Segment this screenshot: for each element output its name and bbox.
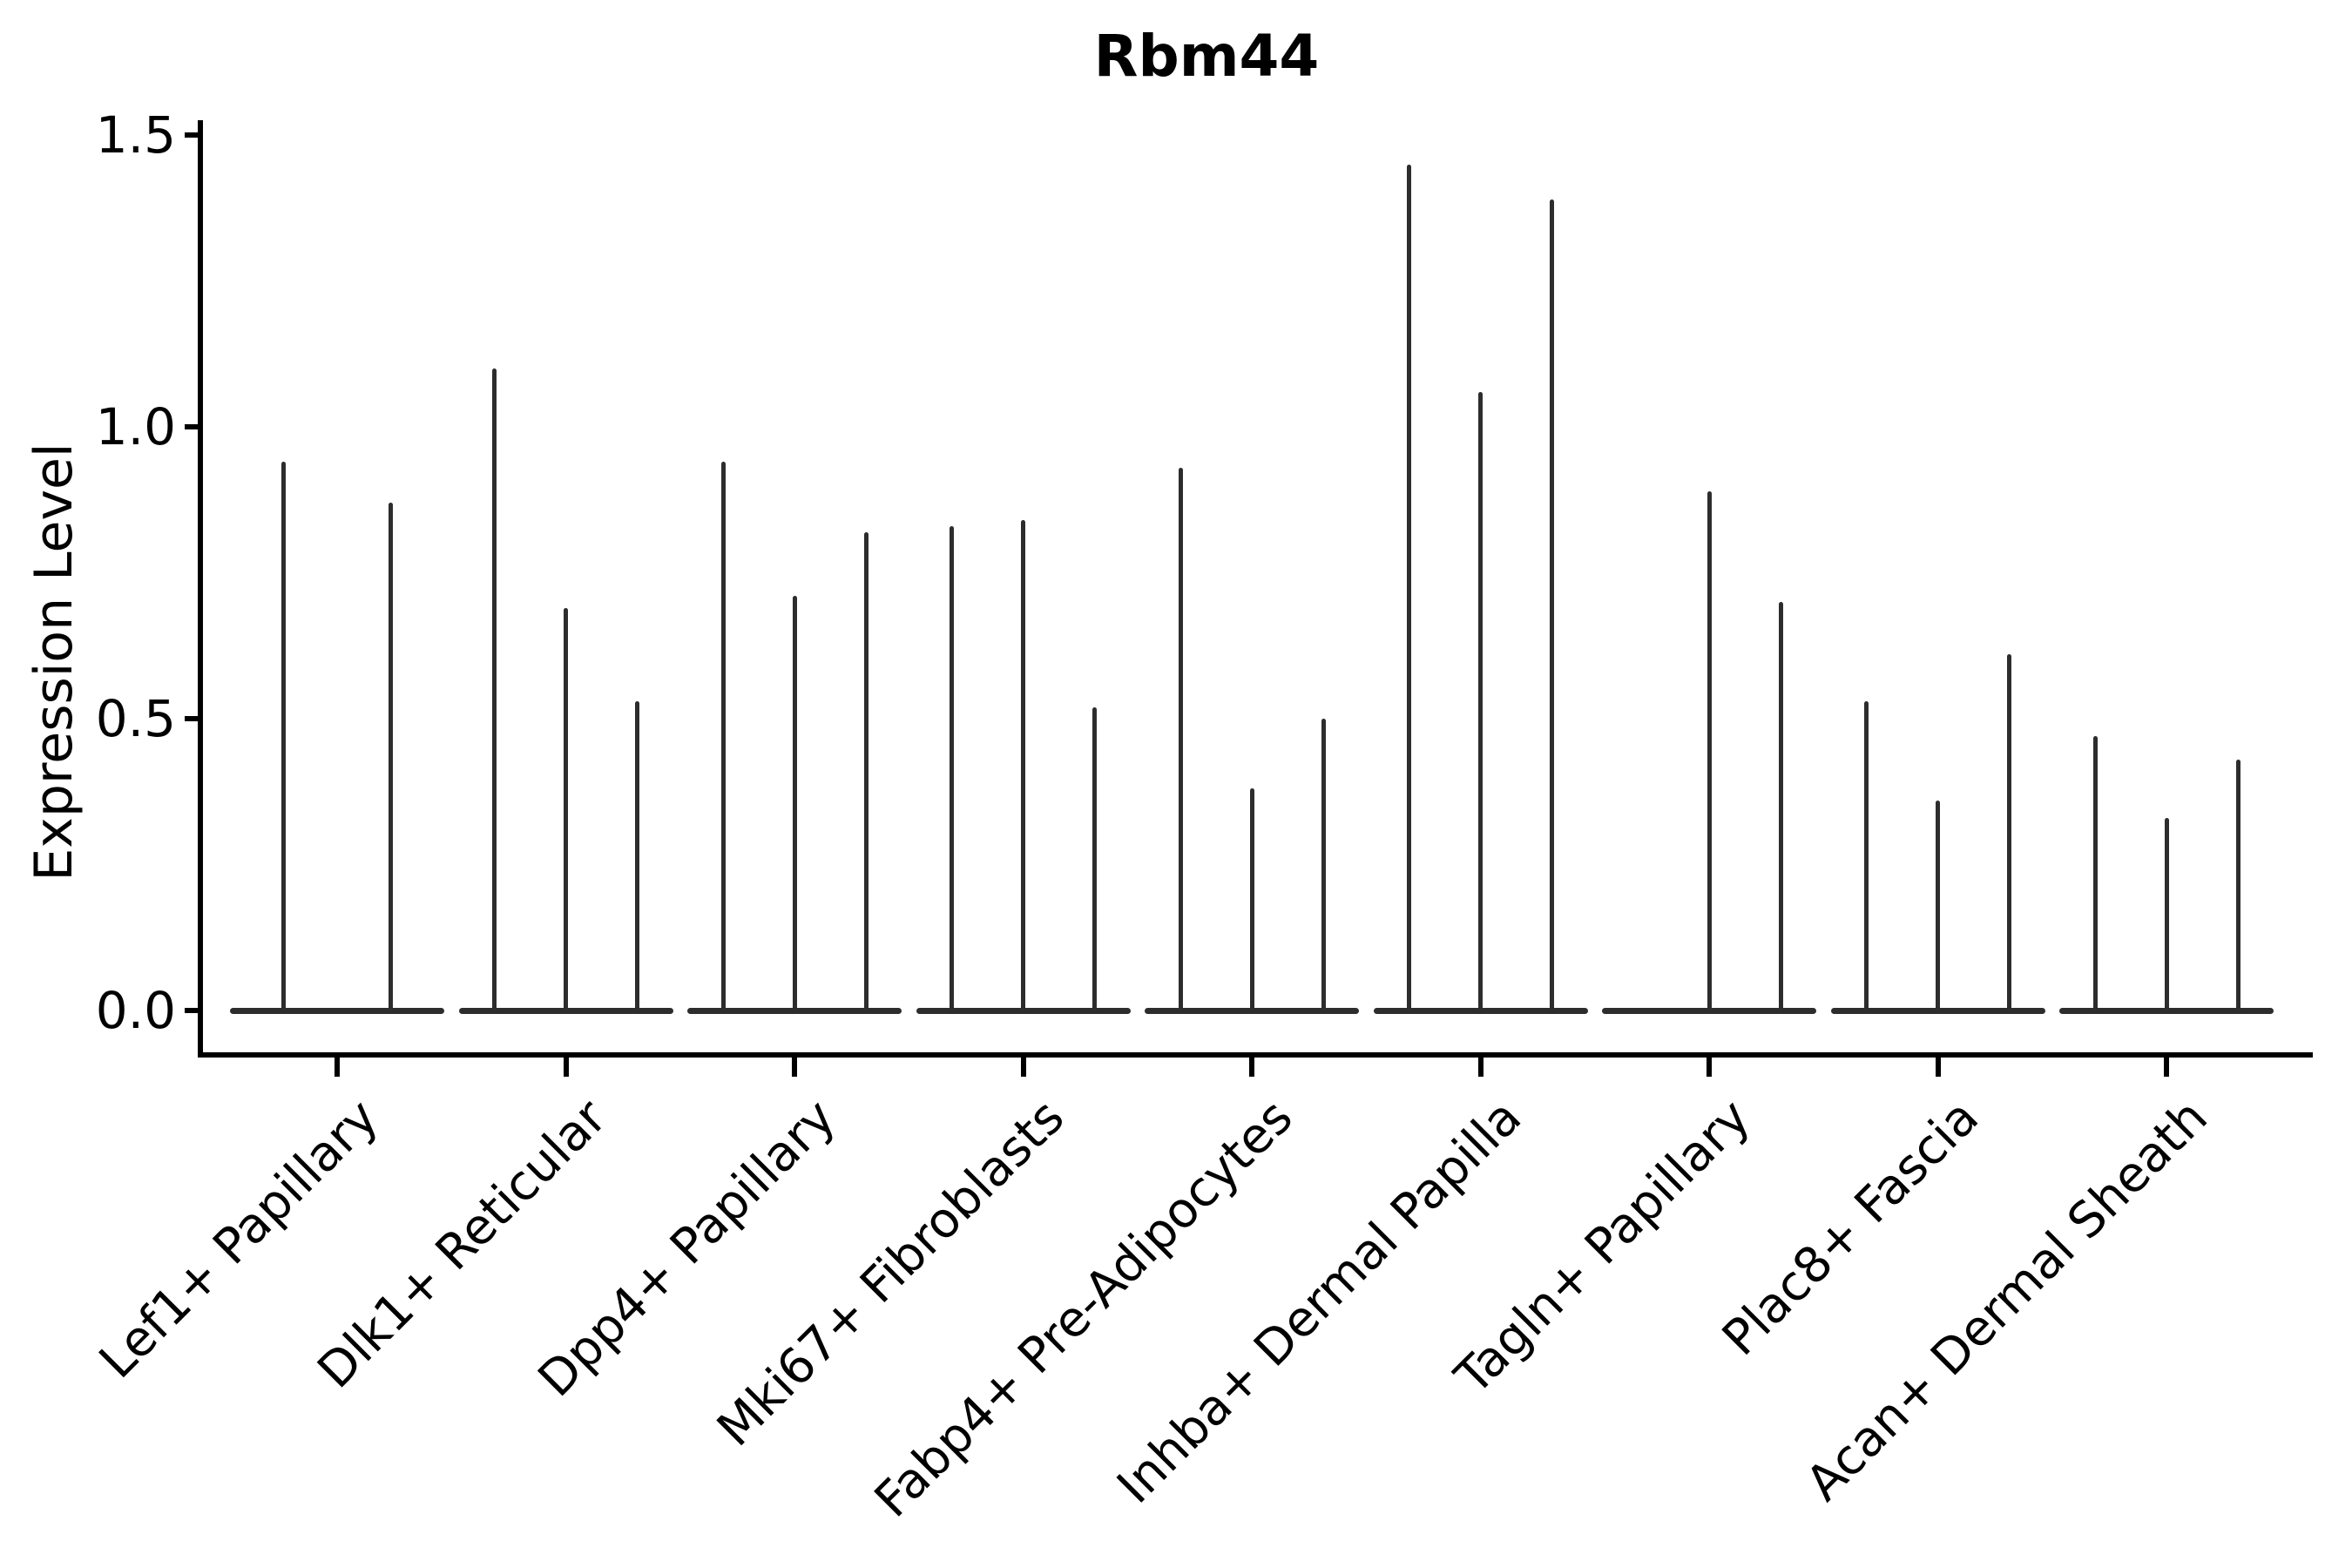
x-tick-mark	[792, 1058, 797, 1077]
violin-spike	[792, 596, 797, 1010]
violin-spike	[1936, 800, 1940, 1010]
x-axis-spine	[198, 1052, 2313, 1058]
x-tick-mark	[1477, 1058, 1484, 1077]
violin-baseline	[458, 1007, 673, 1014]
violin-spike	[2164, 817, 2169, 1010]
violin-baseline	[230, 1007, 444, 1014]
violin-spike	[1092, 706, 1097, 1010]
violin-baseline	[1602, 1007, 1816, 1014]
x-tick-mark	[2164, 1058, 2169, 1077]
violin-spike	[1021, 520, 1025, 1010]
violin-baseline	[1145, 1007, 1359, 1014]
violin-spike	[564, 607, 568, 1010]
violin-spike	[1864, 700, 1869, 1010]
y-tick-mark	[185, 424, 200, 429]
violin-spike	[2092, 736, 2098, 1010]
violin-spike	[281, 462, 286, 1010]
x-tick-label: Acan+ Dermal Sheath	[1795, 1089, 2219, 1512]
violin-spike	[635, 700, 639, 1010]
violin-spike	[1550, 199, 1554, 1010]
violin-spike	[1249, 788, 1254, 1010]
y-axis-spine	[198, 120, 203, 1058]
violin-spike	[1321, 719, 1326, 1010]
violin-spike	[2235, 759, 2240, 1010]
violin-spike	[863, 531, 868, 1010]
violin-spike	[1478, 391, 1483, 1010]
violin-spike	[1178, 467, 1183, 1010]
violin-spike	[1778, 602, 1783, 1010]
x-tick-mark	[1020, 1058, 1026, 1077]
violin-spike	[720, 462, 726, 1010]
violin-spike	[1407, 164, 1411, 1010]
violin-spike	[2007, 654, 2011, 1010]
y-tick-label: 1.5	[95, 105, 176, 165]
violin-baseline	[687, 1007, 902, 1014]
x-tick-mark	[1935, 1058, 1941, 1077]
y-tick-label: 0.5	[95, 689, 176, 748]
x-tick-label: Inhba+ Dermal Papilla	[1106, 1089, 1533, 1515]
y-axis-label: Expression Level	[24, 443, 84, 882]
y-tick-mark	[185, 1008, 200, 1013]
y-tick-label: 0.0	[95, 981, 176, 1040]
y-tick-mark	[185, 132, 200, 138]
violin-spike	[950, 525, 954, 1010]
y-tick-label: 1.0	[95, 397, 176, 456]
violin-baseline	[2059, 1007, 2274, 1014]
y-tick-mark	[185, 716, 200, 721]
violin-baseline	[1830, 1007, 2045, 1014]
violin-spike	[1707, 490, 1712, 1010]
x-tick-label: Fabp4+ Pre-Adipocytes	[864, 1089, 1304, 1529]
violin-spike	[389, 503, 393, 1010]
violin-spike	[492, 368, 497, 1010]
violin-baseline	[1373, 1007, 1588, 1014]
chart-title: Rbm44	[1093, 23, 1320, 90]
violin-baseline	[916, 1007, 1131, 1014]
x-tick-mark	[1707, 1058, 1712, 1077]
x-tick-mark	[1249, 1058, 1254, 1077]
x-tick-mark	[335, 1058, 340, 1077]
x-tick-mark	[563, 1058, 569, 1077]
